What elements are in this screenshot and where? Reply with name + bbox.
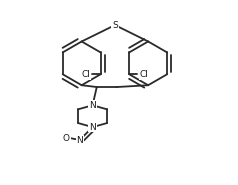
- Text: N: N: [89, 101, 96, 110]
- Text: O: O: [63, 134, 70, 143]
- Text: Cl: Cl: [81, 70, 90, 79]
- Text: N: N: [89, 123, 96, 132]
- Text: S: S: [112, 21, 118, 30]
- Text: Cl: Cl: [140, 70, 149, 79]
- Text: N: N: [76, 135, 83, 144]
